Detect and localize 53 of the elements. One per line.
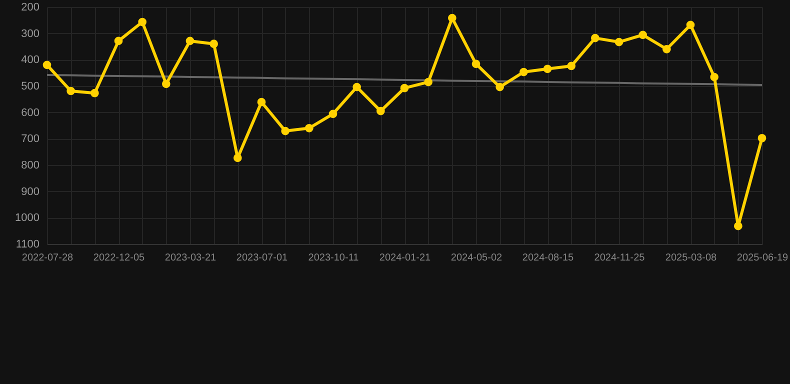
y-tick-label: 600: [21, 106, 40, 119]
x-tick-label: 2024-08-15: [522, 252, 574, 264]
y-tick-label: 1100: [16, 238, 40, 250]
line-series: [46, 74, 763, 86]
y-tick-label: 300: [21, 28, 40, 40]
x-tick-label: 2023-10-11: [308, 252, 360, 264]
point: [424, 78, 433, 86]
point: [734, 222, 742, 230]
point: [281, 126, 290, 136]
point: [304, 124, 314, 132]
point: [90, 88, 99, 98]
point: [210, 40, 218, 48]
point: [686, 20, 695, 30]
y-tick-label: 200: [21, 2, 40, 14]
point: [710, 72, 719, 82]
point: [376, 106, 385, 116]
point: [42, 60, 52, 70]
x-tick-label: 2022-07-28: [22, 252, 74, 264]
y-tick-label: 400: [21, 54, 40, 66]
point: [448, 14, 456, 22]
point: [472, 60, 480, 68]
x-tick-label: 2023-03-21: [164, 252, 217, 264]
point: [758, 134, 766, 142]
x-tick-label: 2022-12-05: [93, 252, 146, 264]
y-tick-label: 900: [21, 186, 40, 198]
point: [66, 86, 76, 96]
y-tick-label: 500: [21, 80, 40, 92]
point: [543, 64, 552, 74]
point: [114, 36, 123, 46]
point: [496, 82, 504, 92]
point: [328, 110, 338, 118]
point: [519, 68, 528, 76]
point: [138, 18, 147, 26]
x-tick-label: 2024-11-25: [594, 252, 646, 264]
point: [162, 80, 170, 88]
x-tick-label: 2024-01-21: [379, 252, 432, 264]
y-tick-label: 700: [21, 133, 40, 146]
y-tick-label: 1000: [15, 212, 40, 224]
y-tick-label: 800: [21, 160, 40, 172]
point: [590, 34, 600, 42]
x-tick-label: 2024-05-02: [450, 252, 503, 264]
x-tick-label: 2025-06-19: [736, 252, 789, 264]
point: [186, 36, 194, 46]
point: [257, 98, 266, 106]
x-tick-label: 2025-03-08: [665, 252, 718, 264]
point: [400, 84, 409, 92]
point: [567, 62, 576, 70]
x-tick-label: 2023-07-01: [236, 252, 288, 264]
point: [638, 30, 648, 40]
point: [614, 38, 624, 46]
point: [352, 82, 362, 92]
point: [662, 44, 671, 54]
point: [233, 154, 242, 162]
